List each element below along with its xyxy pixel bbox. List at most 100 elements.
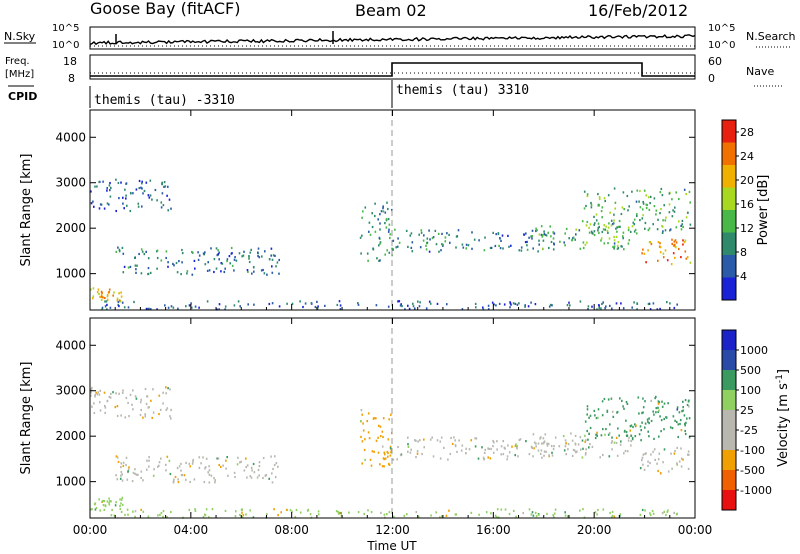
data-cell-0-7-21 <box>620 212 623 216</box>
data-cell-1-6-42 <box>575 451 577 454</box>
data-cell-1-6-56 <box>616 454 619 457</box>
data-cell-1-2-61 <box>256 476 259 479</box>
x-tick-label-1: 04:00 <box>174 523 209 537</box>
data-cell-1-1-47 <box>146 395 148 398</box>
data-cell-0-7-57 <box>644 227 646 230</box>
data-cell-0-1-19 <box>167 185 169 188</box>
data-cell-1-2-79 <box>121 473 123 476</box>
data-cell-0-4-14 <box>385 226 388 229</box>
data-cell-0-1-3 <box>163 185 165 188</box>
data-cell-0-3-131 <box>133 300 135 304</box>
data-cell-0-7-14 <box>672 209 674 212</box>
data-cell-0-6-30 <box>623 248 625 251</box>
data-cell-1-1-31 <box>167 387 169 390</box>
data-cell-0-3-18 <box>636 308 638 311</box>
data-cell-0-6-38 <box>541 235 544 238</box>
data-cell-1-1-17 <box>104 411 106 414</box>
data-cell-0-1-67 <box>98 180 100 184</box>
data-cell-0-5-63 <box>500 239 502 242</box>
data-cell-1-7-10 <box>667 402 669 405</box>
data-cell-1-4-25 <box>381 430 384 433</box>
data-cell-0-3-36 <box>194 305 197 308</box>
data-cell-0-5-19 <box>547 231 549 234</box>
data-cell-1-3-109 <box>508 512 511 516</box>
data-cell-0-2-96 <box>175 261 178 265</box>
data-cell-1-2-117 <box>277 465 279 468</box>
data-cell-0-3-81 <box>414 307 416 310</box>
data-cell-1-7-132 <box>655 411 657 414</box>
data-cell-1-2-126 <box>148 456 150 459</box>
data-cell-0-7-74 <box>643 189 646 192</box>
data-cell-0-3-144 <box>172 306 175 309</box>
data-cell-1-2-26 <box>214 481 216 484</box>
data-cell-0-3-115 <box>620 302 622 305</box>
data-cell-1-5-74 <box>553 445 555 448</box>
data-cell-1-5-88 <box>518 438 521 442</box>
data-cell-1-7-116 <box>646 418 649 421</box>
data-cell-1-3-7 <box>317 513 320 516</box>
velocity-cbar-tick-label-7: -1000 <box>740 484 772 497</box>
data-cell-0-2-85 <box>230 246 233 250</box>
data-cell-1-8-16 <box>687 467 690 470</box>
data-cell-0-7-5 <box>664 219 667 222</box>
data-cell-1-3-74 <box>641 508 644 512</box>
data-cell-0-7-95 <box>660 187 663 191</box>
data-cell-1-3-93 <box>335 510 338 513</box>
data-cell-1-5-76 <box>454 445 457 448</box>
data-cell-1-6-47 <box>546 444 549 447</box>
data-cell-1-3-112 <box>651 509 654 513</box>
data-cell-1-2-49 <box>157 465 159 468</box>
power-swatch-4 <box>722 187 736 210</box>
data-cell-1-0-0 <box>121 496 124 499</box>
data-cell-0-7-35 <box>653 205 656 208</box>
data-cell-1-8-37 <box>667 470 670 473</box>
data-cell-0-2-13 <box>263 272 266 275</box>
data-cell-0-3-108 <box>659 307 661 310</box>
data-cell-0-2-56 <box>207 261 209 264</box>
data-cell-1-7-129 <box>635 424 637 427</box>
data-cell-0-6-16 <box>538 233 541 236</box>
data-cell-0-2-11 <box>156 267 158 270</box>
data-cell-1-3-20 <box>126 508 129 511</box>
data-cell-1-5-32 <box>447 458 449 461</box>
data-cell-1-7-125 <box>600 434 603 437</box>
data-cell-0-5-68 <box>508 245 510 248</box>
data-cell-0-5-51 <box>540 233 543 236</box>
data-cell-1-8-15 <box>645 452 647 455</box>
data-cell-0-2-87 <box>218 258 220 261</box>
data-cell-0-7-43 <box>633 223 636 226</box>
data-cell-1-2-30 <box>134 472 136 475</box>
data-cell-0-7-28 <box>613 219 615 222</box>
data-cell-1-5-102 <box>465 447 467 450</box>
data-cell-1-3-53 <box>162 515 164 518</box>
data-cell-1-1-14 <box>129 393 132 396</box>
data-cell-1-7-74 <box>681 410 683 413</box>
data-cell-1-1-70 <box>103 391 106 394</box>
data-cell-0-2-81 <box>248 255 250 258</box>
data-cell-1-4-55 <box>377 424 380 427</box>
data-cell-0-3-34 <box>498 302 501 305</box>
data-cell-0-8-34 <box>674 256 676 259</box>
data-cell-0-2-92 <box>186 272 188 275</box>
data-cell-1-7-100 <box>625 430 628 434</box>
data-cell-1-7-60 <box>686 417 688 420</box>
data-cell-1-0-4 <box>109 500 111 503</box>
data-cell-1-3-63 <box>667 509 669 512</box>
data-cell-0-6-57 <box>568 237 570 240</box>
data-cell-0-3-97 <box>524 304 526 307</box>
velocity-data-cells <box>90 386 691 519</box>
data-cell-1-1-37 <box>142 416 144 419</box>
data-cell-1-7-126 <box>653 413 655 416</box>
data-cell-1-3-137 <box>532 514 535 517</box>
data-cell-0-7-38 <box>673 210 676 213</box>
freq-top-tick: 18 <box>63 55 77 68</box>
data-cell-0-7-79 <box>628 205 630 208</box>
data-cell-0-3-67 <box>673 306 676 310</box>
data-cell-0-5-43 <box>419 246 422 249</box>
data-cell-0-6-36 <box>574 238 576 241</box>
data-cell-0-3-62 <box>461 308 464 311</box>
data-cell-0-8-37 <box>659 242 661 245</box>
data-cell-0-7-39 <box>598 225 600 228</box>
data-cell-1-1-32 <box>93 402 95 405</box>
data-cell-1-2-83 <box>205 457 208 460</box>
